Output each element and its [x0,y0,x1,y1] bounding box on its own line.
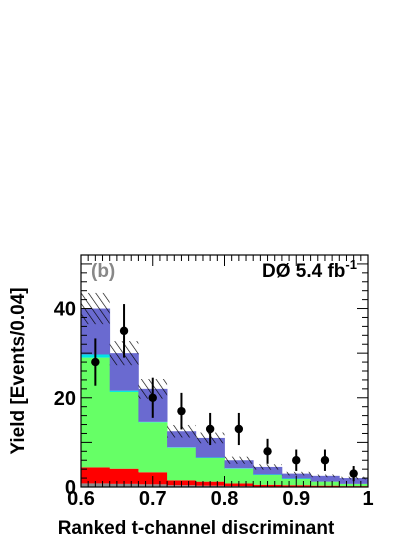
data-point [234,424,244,434]
data-point [148,393,157,402]
data-point [349,469,358,478]
data-point [177,406,186,416]
x-axis-title: Ranked t-channel discriminant [58,518,335,539]
uncertainty-bar [281,471,311,476]
panel-label: (b) [91,261,115,282]
stack-bar-red [109,468,139,484]
y-tick-label: 0 [65,477,76,499]
y-tick-label: 40 [54,299,76,321]
stack-bar-green [224,468,254,484]
experiment-label: DØ 5.4 fb-1 [262,257,357,282]
y-tick-label: 20 [54,388,76,410]
y-axis-title: Yield [Events/0.04] [8,287,29,454]
uncertainty-bar [310,474,340,478]
stack-bar-green [109,391,139,469]
stack-bar-green [167,447,197,481]
stack-bar-cyan [109,390,139,392]
x-tick-label: 0.6 [67,488,95,510]
data-points [91,304,358,482]
x-tick-label: 0.7 [139,488,167,510]
data-point [119,326,129,336]
uncertainty-bar [167,424,196,438]
experiment-label-main: DØ 5.4 fb [262,261,345,282]
data-point [205,424,215,434]
data-point [91,357,100,367]
stack-bar-green [253,474,283,485]
x-tick-label: 1 [362,488,373,510]
data-point [292,456,301,465]
data-point [263,447,272,456]
stack-bar-blue [224,460,254,469]
data-point [320,456,330,465]
axis-ticks: 0.6 0.7 0.8 0.9 1 0 20 40 [54,254,374,510]
stack-bar-green [138,422,168,473]
stack-bar-blue [253,466,283,475]
stack-bar-blue [310,475,340,482]
uncertainty-bar [224,456,254,464]
stack-bar-green [195,458,225,482]
experiment-label-superscript: -1 [345,257,357,272]
uncertainty-bar [253,464,282,470]
x-tick-label: 0.9 [282,488,310,510]
x-tick-label: 0.8 [211,488,239,510]
stack-bar-red [81,467,111,484]
